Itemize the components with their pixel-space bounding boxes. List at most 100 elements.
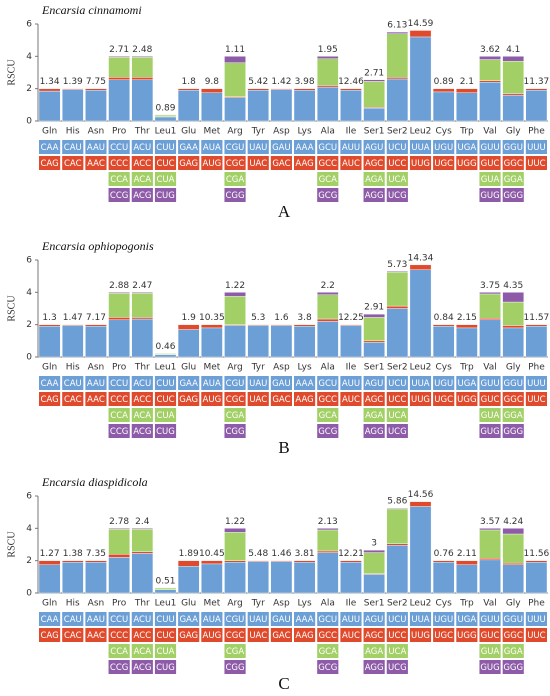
codon-label: GAU: [272, 615, 291, 625]
bar-segment: [177, 90, 200, 122]
codon-label: AAA: [296, 379, 314, 389]
codon-cell: [294, 140, 316, 154]
bar-annotation: 1.39: [63, 77, 83, 87]
x-tick-label: Gly: [506, 363, 521, 373]
codon-label: ACU: [133, 615, 151, 625]
codon-label: GCC: [319, 159, 338, 169]
codon-cell: [39, 376, 61, 390]
codon-label: AUG: [203, 631, 222, 641]
bar-segment: [525, 324, 548, 327]
codon-cell: [154, 424, 177, 438]
codon-label: GGU: [504, 379, 523, 389]
codon-cell: [108, 172, 130, 186]
bar-segment: [224, 97, 246, 122]
bar-annotation: 5.73: [387, 260, 407, 270]
codon-label: CGC: [226, 631, 245, 641]
bar-segment: [38, 90, 61, 122]
bar-segment: [479, 559, 501, 594]
bar-segment: [363, 107, 385, 122]
bar-segment: [432, 91, 455, 122]
bar-segment: [502, 93, 525, 96]
codon-label: AAC: [87, 631, 105, 641]
codon-cell: [131, 660, 153, 674]
codon-cell: [108, 188, 130, 202]
codon-cell: [386, 156, 408, 170]
bar-segment: [154, 589, 177, 594]
bar-annotation: 2.13: [318, 517, 338, 527]
x-tick-label: Pro: [112, 127, 127, 137]
bar-segment: [38, 560, 61, 565]
bar-segment: [270, 560, 293, 562]
codon-label: GGA: [504, 175, 523, 185]
codon-cell: [294, 376, 316, 390]
x-tick-label: Glu: [181, 127, 196, 137]
x-tick-label: Leu1: [155, 127, 177, 137]
codon-label: UUU: [527, 379, 546, 389]
bar-segment: [108, 554, 130, 558]
codon-label: UGG: [457, 159, 476, 169]
x-tick-label: Gln: [42, 127, 57, 137]
codon-cell: [131, 172, 153, 186]
codon-label: UUA: [411, 615, 429, 625]
y-tick-label: 2: [26, 320, 32, 330]
codon-cell: [363, 376, 385, 390]
bar-annotation: 2.88: [109, 281, 129, 291]
bar-annotation: 14.59: [408, 19, 434, 29]
codon-label: UCU: [388, 615, 406, 625]
bar-segment: [154, 354, 177, 358]
codon-label: ACG: [133, 427, 151, 437]
codon-cell: [224, 188, 246, 202]
codon-label: CAC: [64, 159, 82, 169]
codon-cell: [479, 628, 501, 642]
y-tick-label: 6: [26, 20, 32, 30]
codon-cell: [247, 628, 269, 642]
bar-annotation: 2.2: [321, 281, 335, 291]
x-tick-label: Trp: [459, 599, 474, 609]
bar-segment: [386, 271, 409, 307]
bar-segment: [177, 566, 200, 594]
bar-segment: [479, 81, 501, 122]
codon-label: GCA: [319, 411, 338, 421]
bar-segment: [340, 88, 362, 91]
bar-annotation: 1.46: [271, 549, 291, 559]
codon-cell: [386, 376, 408, 390]
bar-segment: [131, 292, 154, 294]
bar-segment: [270, 88, 293, 90]
bar-segment: [432, 562, 455, 594]
bar-segment: [224, 292, 246, 297]
codon-cell: [525, 612, 547, 626]
bar-segment: [386, 507, 409, 510]
codon-label: AAG: [295, 159, 313, 169]
bar-segment: [61, 562, 84, 594]
bar-annotation: 1.11: [225, 45, 245, 55]
codon-label: AUG: [203, 395, 222, 405]
codon-label: UCA: [388, 647, 406, 657]
codon-label: GAG: [179, 395, 198, 405]
bar-segment: [247, 325, 270, 358]
bar-segment: [316, 292, 339, 295]
bar-segment: [340, 560, 362, 563]
bar-segment: [525, 90, 548, 122]
codon-label: AUU: [342, 143, 360, 153]
bar-annotation: 1.89: [179, 549, 199, 559]
codon-cell: [479, 172, 501, 186]
bar-annotation: 11.37: [524, 77, 550, 87]
codon-label: CUC: [156, 631, 174, 641]
codon-label: GCU: [318, 379, 337, 389]
codon-label: AGG: [365, 427, 384, 437]
codon-cell: [502, 612, 524, 626]
codon-label: CAG: [40, 631, 58, 641]
bar-segment: [224, 562, 246, 594]
codon-cell: [317, 424, 339, 438]
bar-segment: [386, 543, 409, 546]
codon-label: CAC: [64, 631, 82, 641]
codon-label: GUG: [480, 427, 499, 437]
codon-cell: [456, 612, 478, 626]
codon-label: GGC: [504, 159, 523, 169]
bar-segment: [386, 271, 409, 273]
codon-label: AGG: [365, 663, 384, 673]
codon-cell: [247, 156, 269, 170]
codon-label: AUG: [203, 159, 222, 169]
bar-segment: [386, 33, 409, 78]
codon-label: UUG: [411, 159, 430, 169]
